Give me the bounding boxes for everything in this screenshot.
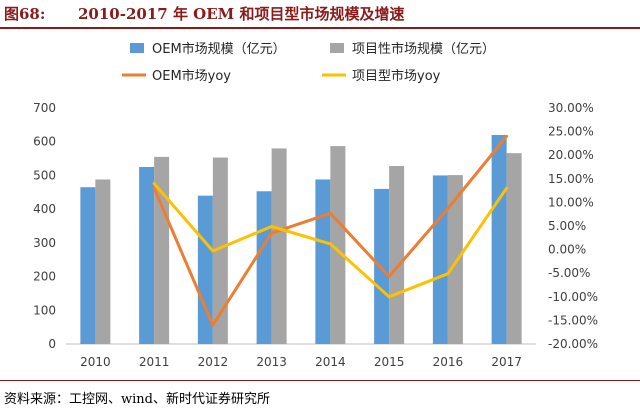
legend-label: OEM市场规模（亿元） (152, 41, 286, 57)
legend-swatch (330, 43, 344, 53)
line-oem-yoy (152, 134, 509, 327)
y-left-tick-label: 100 (33, 303, 56, 317)
y-right-tick-label: 30.00% (548, 101, 594, 115)
y-right-tick-label: -15.00% (548, 313, 598, 327)
x-tick-label: 2013 (256, 355, 287, 369)
bar-oem-2010 (80, 187, 96, 344)
legend-label: OEM市场yoy (152, 68, 231, 84)
bar-project-2017 (506, 153, 522, 344)
bar-oem-2014 (315, 179, 331, 344)
x-tick-label: 2014 (315, 355, 346, 369)
bar-project-2015 (389, 165, 405, 344)
y-right-tick-label: -20.00% (548, 337, 598, 351)
line-series-group (152, 134, 509, 327)
y-right-tick-label: 10.00% (548, 195, 594, 209)
bar-project-2013 (271, 148, 287, 344)
bar-oem-2012 (197, 195, 213, 344)
line-project-yoy (152, 182, 509, 299)
y-left-tick-label: 500 (33, 168, 56, 182)
bar-series-group (80, 134, 522, 344)
y-left-tick-label: 0 (48, 337, 56, 351)
x-tick-label: 2017 (491, 355, 522, 369)
bar-oem-2016 (432, 175, 448, 344)
figure-title: 2010-2017 年 OEM 和项目型市场规模及增速 (78, 5, 405, 23)
chart-legend: OEM市场规模（亿元） 项目性市场规模（亿元） OEM市场yoy 项目型市场yoy (122, 41, 495, 84)
source-note: 资料来源：工控网、wind、新时代证券研究所 (4, 392, 270, 407)
y-right-tick-label: 25.00% (548, 125, 594, 139)
y-right-tick-label: 15.00% (548, 172, 594, 186)
bar-oem-2017 (491, 134, 507, 344)
chart-axes: 0 100 200 300 400 500 600 700 -20.00% -15.00% -10.… (33, 101, 598, 369)
y-right-tick-label: -10.00% (548, 290, 598, 304)
legend-swatch (130, 43, 144, 53)
x-tick-label: 2015 (374, 355, 405, 369)
y-right-tick-label: 5.00% (548, 219, 586, 233)
legend-label: 项目性市场规模（亿元） (352, 41, 495, 57)
legend-label: 项目型市场yoy (352, 68, 441, 84)
figure-header: 图68: 2010-2017 年 OEM 和项目型市场规模及增速 (0, 0, 640, 29)
bar-project-2014 (330, 146, 346, 344)
y-left-tick-label: 600 (33, 135, 56, 149)
y-left-tick-label: 200 (33, 270, 56, 284)
bar-oem-2013 (256, 191, 272, 344)
figure-label: 图68: (4, 5, 46, 23)
x-tick-label: 2010 (80, 355, 111, 369)
bar-project-2016 (447, 175, 463, 344)
figure-footer: 资料来源：工控网、wind、新时代证券研究所 (0, 380, 640, 416)
bar-project-2010 (95, 179, 111, 344)
header-divider (0, 27, 640, 29)
bar-oem-2011 (139, 167, 155, 344)
footer-divider (0, 380, 640, 381)
y-right-tick-label: 20.00% (548, 148, 594, 162)
bar-project-2011 (154, 156, 170, 344)
x-tick-label: 2011 (139, 355, 170, 369)
y-right-tick-label: -5.00% (548, 266, 590, 280)
bar-project-2012 (212, 157, 228, 344)
y-left-tick-label: 700 (33, 101, 56, 115)
y-right-tick-label: 0.00% (548, 243, 586, 257)
y-left-tick-label: 300 (33, 236, 56, 250)
x-tick-label: 2012 (198, 355, 229, 369)
y-left-tick-label: 400 (33, 202, 56, 216)
x-tick-label: 2016 (433, 355, 464, 369)
